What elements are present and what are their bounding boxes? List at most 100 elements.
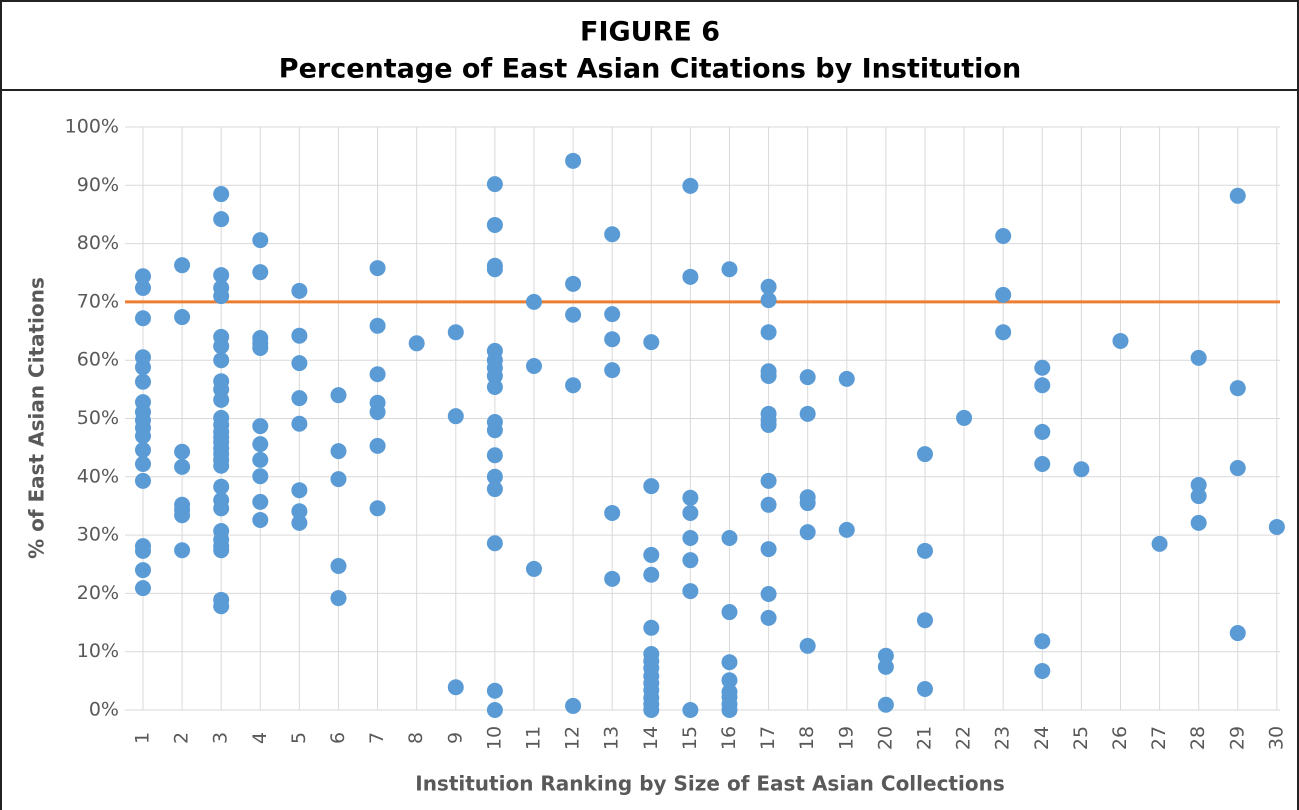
point <box>682 530 699 547</box>
point <box>721 672 738 689</box>
point <box>760 278 777 295</box>
point <box>252 232 269 249</box>
point <box>486 422 503 439</box>
x-tick-label: 27 <box>1148 726 1170 750</box>
x-tick-label: 9 <box>444 732 466 744</box>
x-tick-label: 2 <box>171 732 193 744</box>
x-axis-title: Institution Ranking by Size of East Asia… <box>415 772 1004 796</box>
x-tick-label: 21 <box>913 726 935 750</box>
point <box>682 504 699 521</box>
point <box>486 176 503 193</box>
point <box>134 268 151 285</box>
point <box>760 292 777 309</box>
point <box>291 282 308 299</box>
point <box>369 260 386 277</box>
point <box>721 654 738 671</box>
point <box>604 306 621 323</box>
point <box>1190 349 1207 366</box>
point <box>213 542 230 559</box>
x-tick-label: 15 <box>679 726 701 750</box>
point <box>799 524 816 541</box>
point <box>213 288 230 305</box>
point <box>486 535 503 552</box>
point <box>877 696 894 713</box>
point <box>760 472 777 489</box>
point <box>721 530 738 547</box>
point <box>682 268 699 285</box>
point <box>369 317 386 334</box>
point <box>799 405 816 422</box>
x-tick-label: 18 <box>796 726 818 750</box>
point <box>838 521 855 538</box>
point <box>1151 535 1168 552</box>
y-tick-label: 40% <box>77 465 119 487</box>
point <box>252 339 269 356</box>
point <box>369 500 386 517</box>
point <box>799 637 816 654</box>
point <box>1034 662 1051 679</box>
chart-title: Percentage of East Asian Citations by In… <box>279 54 1021 85</box>
point <box>565 275 582 292</box>
x-tick-label: 29 <box>1226 726 1248 750</box>
point <box>643 619 660 636</box>
point <box>682 702 699 718</box>
point <box>1229 460 1246 477</box>
point <box>291 327 308 344</box>
point <box>760 609 777 626</box>
x-tick-label: 25 <box>1070 726 1092 750</box>
point <box>134 455 151 472</box>
point <box>252 451 269 468</box>
point <box>838 370 855 387</box>
y-axis-title: % of East Asian Citations <box>25 277 49 559</box>
point <box>134 427 151 444</box>
point <box>682 583 699 600</box>
x-tick-label: 10 <box>483 726 505 750</box>
point <box>565 306 582 323</box>
point <box>916 681 933 698</box>
point <box>1190 476 1207 493</box>
point <box>916 542 933 559</box>
point <box>174 309 191 326</box>
point <box>995 324 1012 341</box>
x-tick-label: 26 <box>1109 726 1131 750</box>
point <box>213 186 230 203</box>
point <box>486 682 503 699</box>
y-tick-label: 90% <box>77 174 119 196</box>
point <box>174 257 191 274</box>
point <box>565 152 582 169</box>
x-tick-label: 6 <box>327 732 349 744</box>
point <box>291 482 308 499</box>
point <box>1190 488 1207 505</box>
point <box>174 542 191 559</box>
point <box>1073 461 1090 478</box>
x-tick-label: 19 <box>835 726 857 750</box>
point <box>799 495 816 512</box>
x-tick-label: 23 <box>992 726 1014 750</box>
y-tick-label: 10% <box>77 640 119 662</box>
point <box>1229 380 1246 397</box>
point <box>134 441 151 458</box>
point <box>565 377 582 394</box>
point <box>134 472 151 489</box>
point <box>369 437 386 454</box>
point <box>643 334 660 351</box>
point <box>956 409 973 426</box>
point <box>643 566 660 583</box>
point <box>760 367 777 384</box>
point <box>486 468 503 485</box>
x-tick-label: 11 <box>522 726 544 750</box>
point <box>213 598 230 615</box>
point <box>721 604 738 621</box>
point <box>1112 332 1129 349</box>
point <box>252 493 269 510</box>
point <box>565 697 582 714</box>
x-tick-label: 17 <box>757 726 779 750</box>
point <box>213 267 230 284</box>
point <box>486 447 503 464</box>
point <box>604 362 621 379</box>
point <box>760 324 777 341</box>
point <box>252 264 269 281</box>
point <box>1034 633 1051 650</box>
point <box>1229 625 1246 642</box>
